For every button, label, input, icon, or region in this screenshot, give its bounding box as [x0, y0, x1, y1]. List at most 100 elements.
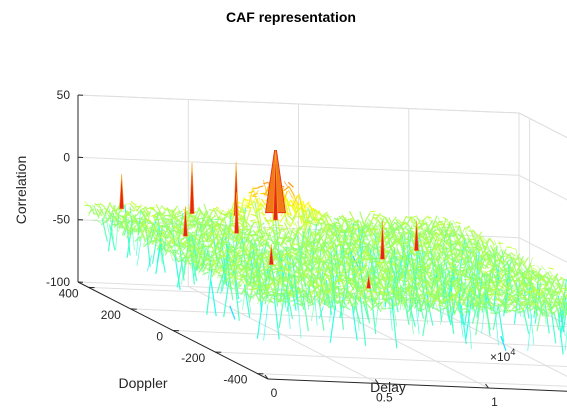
surface-segment — [497, 289, 503, 291]
surface-segment — [376, 266, 382, 269]
x-tick-label: 1 — [491, 395, 498, 409]
surface-segment — [468, 271, 474, 278]
surface-segment — [486, 307, 491, 309]
surface-segment — [290, 215, 297, 227]
surface-segment — [169, 212, 175, 216]
surface-segment — [475, 253, 481, 285]
grid-line — [518, 112, 567, 139]
surface-segment — [364, 212, 371, 222]
surface-segment — [350, 285, 356, 293]
surface-segment — [564, 311, 567, 316]
surface-segment — [273, 294, 280, 340]
surface-segment — [240, 280, 246, 285]
surface-segment — [471, 249, 477, 253]
surface-segment — [260, 203, 266, 206]
surface-segment — [192, 215, 198, 224]
surface-segment — [281, 266, 287, 308]
z-axis-label: Correlation — [13, 156, 29, 224]
surface-segment — [365, 259, 371, 281]
surface-segment — [228, 255, 234, 266]
surface-segment — [400, 224, 405, 230]
surface-segment — [340, 239, 347, 244]
surface-segment — [338, 250, 344, 259]
surface-segment — [454, 297, 460, 304]
surface-segment — [296, 209, 301, 211]
surface-segment — [467, 251, 473, 261]
surface-segment — [454, 247, 461, 254]
surface-segment — [280, 273, 287, 283]
surface-segment — [202, 221, 208, 230]
surface-segment — [462, 299, 468, 310]
surface-segment — [129, 206, 135, 251]
surface-segment — [371, 241, 377, 247]
surface-segment — [196, 222, 203, 227]
surface-segment — [264, 273, 271, 305]
surface-segment — [239, 259, 245, 275]
surface-segment — [288, 229, 294, 243]
surface-segment — [290, 299, 297, 303]
surface-segment — [261, 232, 267, 235]
surface-segment — [480, 257, 486, 271]
z-tick-label: -50 — [53, 213, 71, 227]
surface-segment — [406, 280, 412, 294]
surface-segment — [208, 260, 214, 272]
surface-segment — [484, 270, 490, 283]
surface-segment — [262, 242, 269, 247]
surface-segment — [520, 299, 527, 304]
surface-segment — [349, 265, 356, 278]
surface-segment — [444, 303, 451, 310]
surface-segment — [389, 277, 395, 295]
surface-segment — [424, 257, 430, 270]
surface-segment — [444, 240, 450, 245]
surface-segment — [171, 208, 177, 218]
axes — [77, 94, 567, 392]
surface-segment — [516, 282, 521, 317]
surface-segment — [432, 262, 438, 273]
surface-segment — [129, 203, 136, 211]
surface-segment — [355, 256, 361, 262]
surface-segment — [460, 294, 466, 307]
surface-segment — [406, 222, 412, 230]
surface-segment — [408, 287, 414, 296]
surface-segment — [101, 218, 108, 242]
surface-segment — [367, 218, 374, 225]
surface-segment — [548, 302, 556, 315]
surface-segment — [449, 297, 457, 326]
surface-segment — [464, 308, 471, 314]
surface-segment — [210, 243, 215, 252]
surface-segment — [244, 234, 250, 240]
surface-segment — [161, 235, 167, 265]
surface-segment — [130, 224, 137, 235]
surface-segment — [205, 257, 211, 262]
surface-segment — [401, 276, 407, 283]
surface-segment — [348, 277, 356, 284]
surface-segment — [224, 259, 230, 267]
surface-segment — [531, 268, 538, 274]
surface-segment — [252, 192, 259, 196]
surface-segment — [254, 264, 260, 274]
surface-segment — [527, 301, 532, 303]
surface-segment — [371, 289, 376, 293]
surface-segment — [286, 211, 292, 216]
surface-segment — [406, 305, 413, 314]
surface-segment — [469, 247, 475, 290]
surface-segment — [264, 231, 271, 246]
surface-segment — [551, 273, 558, 281]
surface-segment — [358, 271, 363, 275]
surface-segment — [544, 270, 550, 282]
surface-segment — [312, 293, 318, 300]
surface-segment — [534, 274, 540, 278]
surface-segment — [178, 252, 184, 259]
surface-segment — [423, 288, 429, 325]
grid-line — [257, 373, 567, 387]
surface-segment — [395, 260, 401, 269]
surface-segment — [244, 223, 250, 229]
surface-segment — [484, 306, 491, 330]
surface-segment — [258, 222, 265, 228]
surface-segment — [260, 238, 267, 242]
surface-segment — [280, 227, 285, 230]
surface-segment — [360, 269, 365, 271]
surface-segment — [153, 231, 159, 243]
surface-segment — [411, 215, 418, 219]
surface-segment — [156, 205, 162, 219]
